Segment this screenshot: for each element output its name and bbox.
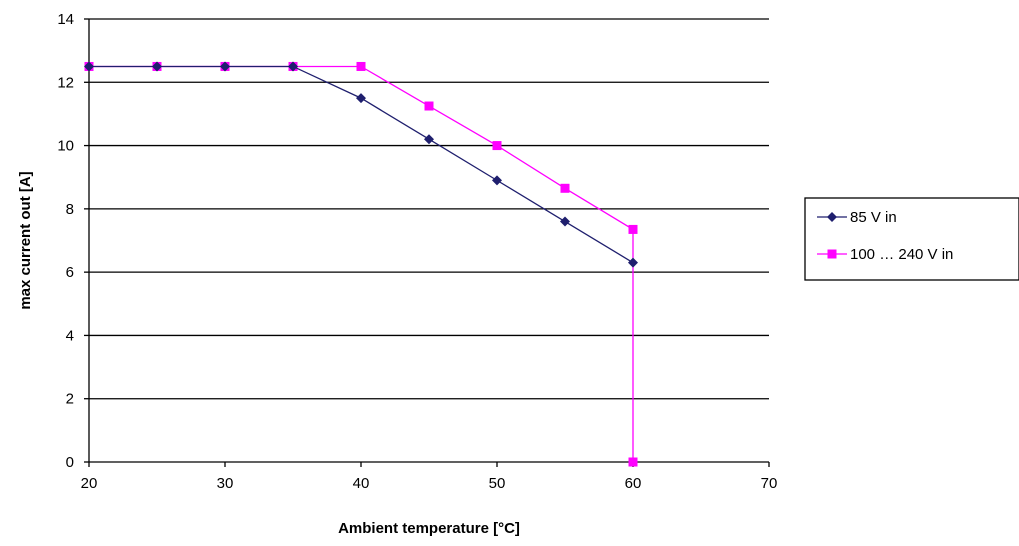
plot-area (89, 19, 769, 462)
y-axis: 0 2 4 6 8 10 12 14 (57, 11, 89, 471)
legend-label: 85 V in (850, 209, 897, 226)
x-axis: 20 30 40 50 60 70 (81, 462, 778, 492)
data-point (357, 62, 366, 71)
y-tick-label: 6 (66, 264, 74, 281)
x-tick-label: 50 (489, 475, 506, 492)
data-point (425, 102, 434, 111)
y-tick-label: 12 (57, 74, 74, 91)
x-tick-label: 60 (625, 475, 642, 492)
y-tick-label: 14 (57, 11, 74, 28)
x-tick-label: 40 (353, 475, 370, 492)
x-tick-label: 20 (81, 475, 98, 492)
legend-label: 100 … 240 V in (850, 246, 953, 263)
x-tick-label: 30 (217, 475, 234, 492)
data-point (561, 184, 570, 193)
y-tick-label: 0 (66, 454, 74, 471)
y-tick-label: 8 (66, 201, 74, 218)
x-axis-title: Ambient temperature [°C] (338, 520, 520, 537)
legend-box (805, 198, 1019, 280)
legend: 85 V in 100 … 240 V in (805, 198, 1019, 280)
legend-swatch-marker (828, 250, 837, 259)
plot-background (89, 19, 769, 462)
data-point (629, 458, 638, 467)
y-tick-label: 10 (57, 138, 74, 155)
data-point (493, 141, 502, 150)
y-tick-label: 4 (66, 327, 74, 344)
y-axis-title: max current out [A] (17, 171, 34, 309)
y-tick-label: 2 (66, 391, 74, 408)
x-tick-label: 70 (761, 475, 778, 492)
data-point (629, 225, 638, 234)
